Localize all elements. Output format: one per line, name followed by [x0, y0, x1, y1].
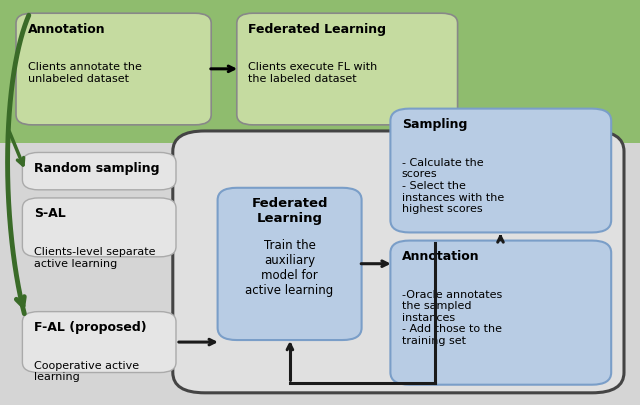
- FancyBboxPatch shape: [390, 109, 611, 233]
- Text: Train the
auxiliary
model for
active learning: Train the auxiliary model for active lea…: [246, 238, 333, 296]
- Text: Random sampling: Random sampling: [34, 162, 159, 175]
- FancyBboxPatch shape: [218, 188, 362, 340]
- Text: Clients-level separate
active learning: Clients-level separate active learning: [34, 246, 156, 268]
- Text: - Calculate the
scores
- Select the
instances with the
highest scores: - Calculate the scores - Select the inst…: [402, 158, 504, 213]
- Text: Annotation: Annotation: [402, 249, 479, 262]
- Text: S-AL: S-AL: [34, 207, 66, 220]
- Bar: [0, 144, 640, 405]
- Text: Federated Learning: Federated Learning: [248, 23, 387, 36]
- FancyBboxPatch shape: [16, 14, 211, 126]
- FancyBboxPatch shape: [22, 312, 176, 373]
- Text: -Oracle annotates
the sampled
instances
- Add those to the
training set: -Oracle annotates the sampled instances …: [402, 289, 502, 345]
- Text: F-AL (proposed): F-AL (proposed): [34, 320, 147, 333]
- Text: Cooperative active
learning: Cooperative active learning: [34, 360, 139, 382]
- Text: Annotation: Annotation: [28, 23, 105, 36]
- Bar: [0, 0, 640, 144]
- FancyBboxPatch shape: [173, 132, 624, 393]
- Text: Sampling: Sampling: [402, 118, 467, 131]
- FancyBboxPatch shape: [237, 14, 458, 126]
- FancyBboxPatch shape: [22, 198, 176, 257]
- Text: Federated
Learning: Federated Learning: [252, 197, 328, 225]
- Text: Clients execute FL with
the labeled dataset: Clients execute FL with the labeled data…: [248, 62, 378, 84]
- Text: Clients annotate the
unlabeled dataset: Clients annotate the unlabeled dataset: [28, 62, 141, 84]
- FancyBboxPatch shape: [22, 153, 176, 190]
- FancyBboxPatch shape: [390, 241, 611, 385]
